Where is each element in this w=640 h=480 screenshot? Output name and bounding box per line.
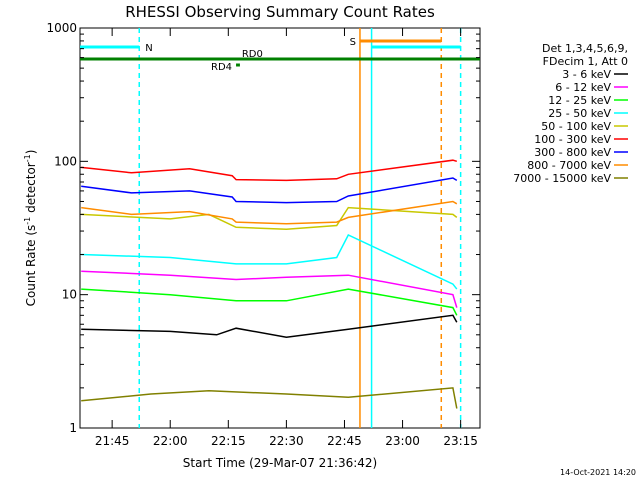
flag-lines: N S RD0 RD4	[80, 37, 480, 73]
x-tick-label-0: 21:45	[95, 434, 130, 448]
legend-entry-6: 300 - 800 keV	[534, 146, 611, 159]
x-tick-label-4: 22:45	[327, 434, 362, 448]
legend-entry-8: 7000 - 15000 keV	[513, 172, 611, 185]
legend: Det 1,3,4,5,6,9, FDecim 1, Att 0 3 - 6 k…	[513, 42, 628, 185]
flag-label-rd4: RD4	[211, 62, 232, 73]
legend-entry-0: 3 - 6 keV	[562, 68, 611, 81]
series-lines	[81, 159, 458, 409]
generation-timestamp: 14-Oct-2021 14:20	[560, 468, 636, 477]
series-line-8	[81, 387, 458, 409]
series-line-0	[81, 314, 458, 338]
legend-entry-2: 12 - 25 keV	[548, 94, 611, 107]
plot-frame	[79, 27, 481, 429]
y-tick-label-2: 100	[54, 154, 77, 168]
axis-ticks: 21:45 22:00 22:15 22:30 22:45 23:00 23:15 1 10 10…	[46, 21, 480, 448]
series-line-2	[81, 288, 458, 316]
y-tick-label-0: 1	[69, 421, 77, 435]
x-tick-label-3: 22:30	[269, 434, 304, 448]
series-line-5	[81, 159, 458, 182]
legend-header-line-2: FDecim 1, Att 0	[543, 55, 628, 68]
y-axis-label: Count Rate (s-1 detector-1)	[23, 150, 38, 307]
y-tick-label-1: 10	[62, 288, 77, 302]
flag-label-s: S	[350, 37, 356, 48]
y-tick-label-3: 1000	[46, 21, 77, 35]
legend-entry-3: 25 - 50 keV	[548, 107, 611, 120]
x-tick-label-2: 22:15	[211, 434, 246, 448]
legend-entry-4: 50 - 100 keV	[541, 120, 611, 133]
series-line-4	[81, 206, 458, 230]
legend-entry-1: 6 - 12 keV	[555, 81, 611, 94]
chart-title: RHESSI Observing Summary Count Rates	[125, 3, 435, 21]
vertical-markers	[138, 28, 462, 428]
legend-header-line-1: Det 1,3,4,5,6,9,	[542, 42, 628, 55]
flag-label-n: N	[145, 43, 152, 54]
legend-entry-7: 800 - 7000 keV	[527, 159, 611, 172]
series-line-7	[81, 200, 458, 225]
x-axis-label: Start Time (29-Mar-07 21:36:42)	[183, 456, 377, 470]
x-tick-label-6: 23:15	[443, 434, 478, 448]
flag-label-rd0: RD0	[242, 49, 263, 60]
legend-entry-5: 100 - 300 keV	[534, 133, 611, 146]
series-line-3	[81, 234, 458, 290]
series-line-6	[81, 177, 458, 204]
x-tick-label-5: 23:00	[385, 434, 420, 448]
x-tick-label-1: 22:00	[153, 434, 188, 448]
series-line-1	[81, 270, 458, 308]
